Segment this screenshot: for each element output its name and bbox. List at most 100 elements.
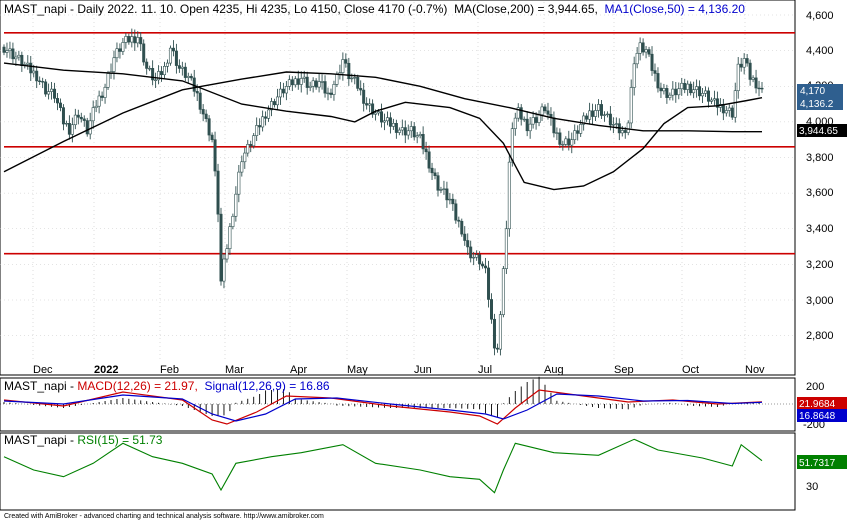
price-panel-frame [0, 0, 796, 376]
candle-body [11, 48, 15, 60]
candle-body [442, 188, 446, 190]
candle-body [597, 104, 601, 111]
x-label-oct: Oct [682, 364, 699, 376]
candle-body [546, 110, 550, 115]
candle-body [570, 139, 574, 146]
candle-body [591, 110, 595, 117]
x-label-jul: Jul [478, 364, 492, 376]
candle-body [510, 128, 514, 163]
macd-title-signal: Signal(12,26,9) = 16.86 [204, 379, 329, 393]
rsi-title: MAST_napi - RSI(15) = 51.73 [4, 433, 163, 447]
candle-body [579, 124, 583, 134]
candle-body [201, 109, 205, 115]
candle-body [207, 118, 211, 136]
candle-body [418, 134, 422, 136]
candle-body [567, 138, 571, 146]
candle-body [388, 117, 392, 127]
candle-body [454, 203, 458, 221]
candle-body [608, 113, 612, 126]
y-tick-4400: 4,400 [806, 45, 834, 57]
candle-body [26, 62, 30, 65]
ma200-value-box [797, 124, 847, 137]
y-tick-2800: 2,800 [806, 330, 834, 342]
candle-body [115, 48, 119, 59]
candle-body [504, 228, 508, 269]
candle-body [103, 87, 107, 98]
candle-body [38, 80, 42, 83]
candle-body [296, 78, 300, 85]
macd-series [0, 376, 795, 425]
candle-body [706, 90, 710, 102]
candle-body [219, 213, 223, 282]
candle-body [97, 95, 101, 107]
macd-title-symbol: MAST_napi [4, 379, 67, 393]
candle-body [243, 152, 247, 163]
macd-title: MAST_napi - MACD(12,26) = 21.97, Signal(… [4, 379, 330, 393]
ma200-value-label: 3,944.65 [799, 126, 838, 137]
candle-body [374, 112, 378, 115]
macd-title-sep: - [70, 379, 77, 393]
x-label-aug: Aug [544, 364, 564, 376]
candle-body [656, 73, 660, 89]
candle-body [100, 95, 104, 98]
y-tick-4600: 4,600 [806, 10, 834, 22]
candle-body [8, 48, 12, 51]
candle-body [644, 49, 648, 53]
candle-body [531, 117, 535, 125]
candle-body [466, 240, 470, 248]
candle-body [733, 90, 737, 118]
signal-value-label: 16.8648 [799, 411, 836, 422]
candle-body [739, 63, 743, 68]
candle-body [692, 89, 696, 94]
candle-body [487, 267, 491, 300]
candle-body [698, 86, 702, 97]
support-resistance-lines [4, 32, 795, 255]
candle-body [252, 135, 256, 147]
candle-body [382, 120, 386, 123]
candle-body [748, 62, 752, 80]
candle-body [629, 87, 633, 124]
x-label-dec: Dec [33, 364, 53, 376]
signal-line [3, 393, 763, 422]
candle-body [683, 82, 687, 90]
candle-body [17, 54, 21, 58]
candle-body [385, 117, 389, 122]
candle-body [261, 116, 265, 128]
rsi-title-rsi: RSI(15) = 51.73 [77, 433, 162, 447]
candle-body [460, 220, 464, 235]
candle-body [359, 88, 363, 91]
candle-body [677, 88, 681, 96]
candle-body [41, 81, 45, 83]
candle-body [427, 151, 431, 169]
candle-body [308, 85, 312, 88]
candle-body [186, 75, 190, 78]
candle-body [314, 80, 318, 88]
candle-body [32, 70, 36, 74]
candle-body [742, 58, 746, 68]
candle-body [240, 161, 244, 173]
candle-body [475, 254, 479, 258]
candle-body [525, 118, 529, 132]
candle-body [635, 52, 639, 65]
candle-body [246, 144, 250, 154]
candle-body [91, 107, 95, 122]
macd-line [3, 389, 763, 425]
candle-body [61, 107, 65, 125]
candle-body [582, 115, 586, 125]
candle-body [171, 47, 175, 52]
candle-body [198, 92, 202, 110]
candle-body [671, 88, 675, 96]
candle-body [278, 88, 282, 98]
candle-body [409, 126, 413, 132]
candle-body [421, 134, 425, 150]
candle-body [724, 110, 728, 114]
x-label-jun: Jun [414, 364, 432, 376]
candle-body [287, 79, 291, 87]
candle-body [35, 70, 39, 82]
candle-body [228, 226, 232, 250]
candle-body [356, 77, 360, 89]
candle-body [270, 101, 274, 111]
candle-body [5, 50, 9, 53]
price-grid [0, 2, 795, 362]
